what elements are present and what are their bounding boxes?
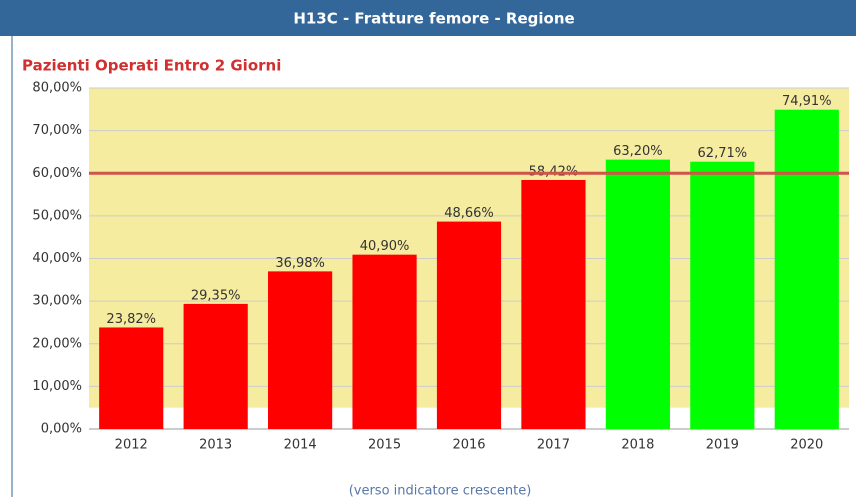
x-tick-label: 2015 (368, 438, 401, 453)
y-tick-label: 10,00% (32, 379, 82, 394)
bar (521, 179, 586, 429)
x-tick-label: 2020 (790, 438, 823, 453)
y-tick-label: 40,00% (32, 251, 82, 266)
y-tick-label: 0,00% (41, 422, 82, 437)
chart-title: Pazienti Operati Entro 2 Giorni (22, 57, 281, 75)
bar (436, 221, 502, 429)
y-tick-label: 30,00% (32, 294, 82, 309)
y-tick-label: 80,00% (32, 81, 82, 96)
y-tick-label: 70,00% (32, 123, 82, 138)
bar (268, 271, 333, 429)
bar (774, 109, 839, 430)
bar (690, 161, 755, 430)
value-label: 48,66% (444, 206, 494, 221)
y-tick-label: 20,00% (32, 336, 82, 351)
x-tick-label: 2016 (452, 438, 485, 453)
x-tick-label: 2012 (115, 438, 148, 453)
value-label: 63,20% (613, 144, 663, 159)
bar (352, 254, 417, 429)
value-label: 23,82% (106, 312, 156, 327)
y-tick-label: 60,00% (32, 166, 82, 181)
x-tick-label: 2018 (621, 438, 654, 453)
y-tick-label: 50,00% (32, 208, 82, 223)
footer-note: (verso indicatore crescente) (349, 484, 532, 497)
value-label: 40,90% (360, 239, 410, 254)
header-title: H13C - Fratture femore - Regione (293, 10, 574, 28)
bar (99, 327, 164, 429)
value-label: 36,98% (275, 256, 325, 271)
value-label: 62,71% (698, 146, 748, 161)
bar (605, 159, 670, 430)
value-label: 29,35% (191, 288, 241, 303)
value-label: 74,91% (782, 94, 832, 109)
x-tick-label: 2019 (706, 438, 739, 453)
x-tick-label: 2014 (284, 438, 317, 453)
x-tick-label: 2017 (537, 438, 570, 453)
x-tick-label: 2013 (199, 438, 232, 453)
header-bar (0, 0, 856, 36)
bar (183, 303, 248, 429)
